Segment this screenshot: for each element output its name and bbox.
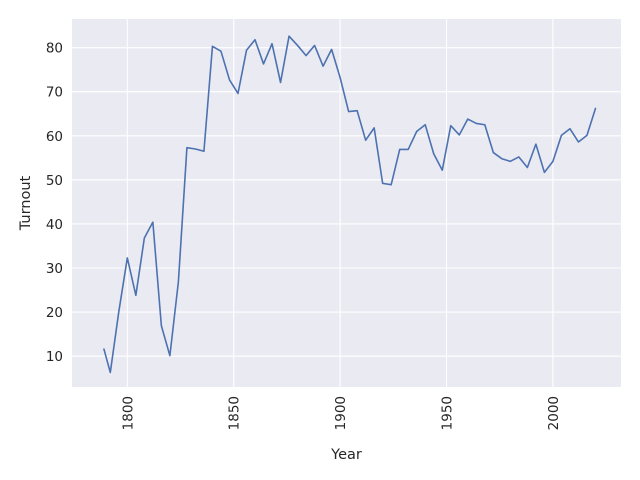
x-tick-label-1800: 1800 [120, 396, 136, 430]
x-tick-label-1850: 1850 [227, 396, 243, 430]
y-tick-label-50: 50 [46, 173, 63, 189]
y-axis-label: Turnout [18, 175, 34, 231]
y-tick-label-30: 30 [46, 261, 63, 277]
x-axis-label: Year [330, 447, 362, 463]
y-tick-labels: 10 20 30 40 50 60 70 80 [46, 41, 63, 366]
y-tick-label-60: 60 [46, 129, 63, 145]
series-line-0 [103, 35, 597, 374]
x-tick-label-1950: 1950 [440, 396, 456, 430]
x-tick-labels: 1800 1850 1900 1950 2000 [120, 396, 562, 430]
y-tick-label-80: 80 [46, 41, 63, 57]
plot-background [72, 19, 621, 387]
y-tick-label-20: 20 [46, 305, 63, 321]
y-tick-label-10: 10 [46, 349, 63, 365]
x-tick-label-1900: 1900 [333, 396, 349, 430]
series-lines [103, 35, 597, 374]
y-tick-label-40: 40 [46, 217, 63, 233]
y-grid [72, 47, 621, 357]
x-tick-label-2000: 2000 [546, 396, 562, 430]
y-tick-label-70: 70 [46, 85, 63, 101]
